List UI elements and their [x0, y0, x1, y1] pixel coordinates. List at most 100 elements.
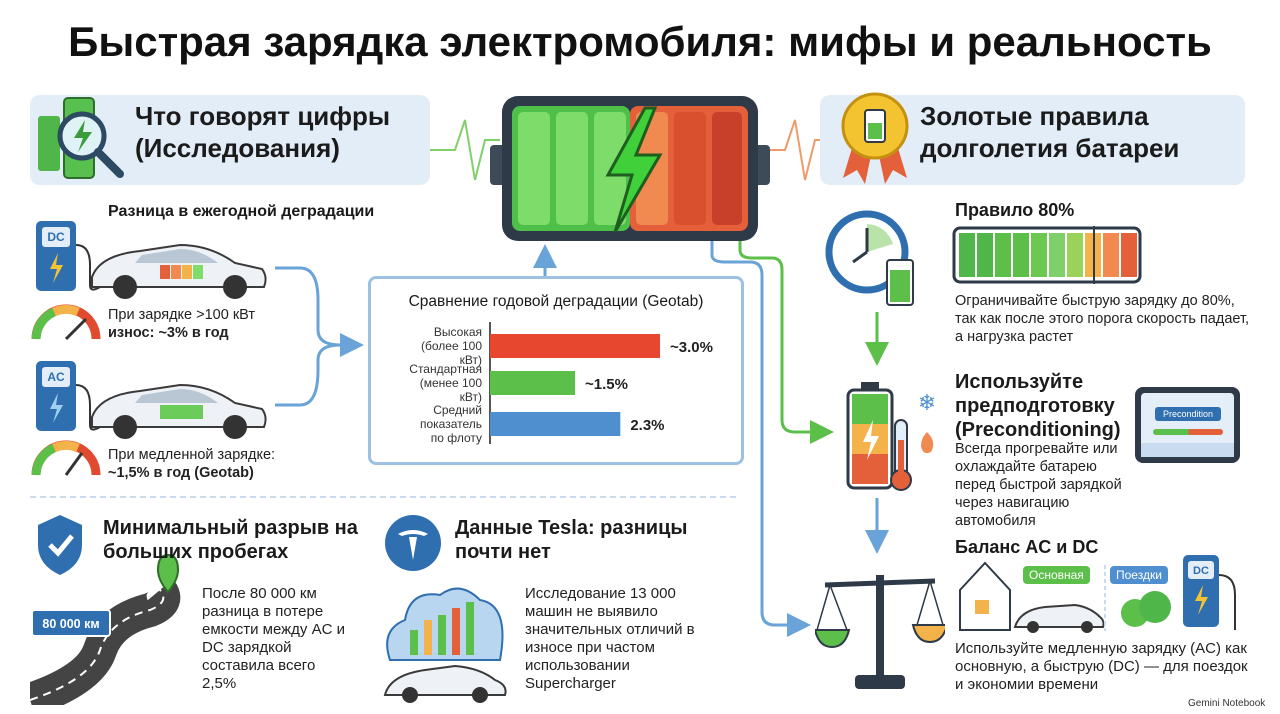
research-icon — [38, 97, 124, 179]
wheel — [472, 687, 488, 703]
cloud-bar — [438, 615, 446, 655]
category-label-line: по флоту — [431, 431, 482, 445]
battery-fill — [890, 270, 910, 302]
battery-segment — [1013, 233, 1029, 277]
battery-segment — [1031, 233, 1047, 277]
category-label-line: Высокая — [434, 325, 482, 339]
section-heading: Минимальный разрыв на больших пробегах — [103, 517, 358, 563]
car — [1013, 603, 1105, 628]
category-label-line: (более 100 — [421, 339, 482, 353]
section-heading: Что говорят цифры (Исследования) — [135, 101, 391, 163]
flame-icon — [921, 432, 934, 454]
scales-base — [855, 675, 905, 689]
rule-text: Ограничивайте быструю зарядку до 80%, та… — [955, 293, 1250, 345]
ac-illustration: AC — [31, 361, 267, 476]
needle — [64, 317, 88, 341]
tesla-logo — [398, 530, 428, 560]
category-label: Стандартная (менее 100 кВт) — [409, 362, 482, 404]
strong-text: износ: ~3% в год — [108, 325, 229, 341]
bar — [490, 371, 575, 395]
house-window — [975, 600, 989, 614]
charger-screen — [42, 367, 70, 387]
wheel — [113, 275, 137, 299]
lightning — [605, 106, 663, 233]
category-label-line: кВт) — [460, 390, 482, 404]
rule-text: Используйте медленную зарядку (AC) как о… — [955, 640, 1248, 693]
bar — [490, 412, 621, 436]
car-battery — [160, 405, 203, 419]
car-battery — [182, 265, 192, 279]
battery-segment — [1121, 233, 1137, 277]
mileage-illustration: 80 000 км — [30, 515, 181, 705]
chart: ~3.0%Высокая (более 100 кВт)~1.5%Стандартн… — [409, 322, 713, 445]
clock-sector — [867, 224, 893, 252]
thermometer-fill — [898, 440, 904, 478]
dc-text: При зарядке >100 кВт износ: ~3% в год — [108, 306, 255, 342]
category-label: Средний показатель по флоту — [420, 403, 482, 445]
battery-cell — [556, 112, 588, 225]
screen-dock — [1141, 443, 1234, 457]
clock-icon — [825, 210, 914, 306]
medal-battery-fill — [868, 123, 882, 139]
scales-pan — [815, 629, 851, 649]
battery-cell — [712, 112, 742, 225]
battery-segment — [995, 233, 1011, 277]
icon-bolt — [74, 120, 92, 152]
cable — [75, 384, 101, 431]
charger-screen — [1188, 561, 1214, 579]
category-label-line: показатель — [420, 417, 482, 431]
footer: Gemini Notebook — [1188, 698, 1266, 709]
cloud-bar — [466, 602, 474, 655]
house — [959, 561, 1011, 631]
value-label: ~1.5% — [585, 376, 628, 393]
bolt — [50, 253, 63, 283]
gauge — [31, 307, 57, 340]
sign — [31, 609, 111, 637]
rule-title: Правило 80% — [955, 200, 1075, 220]
car-battery — [171, 265, 181, 279]
road — [30, 579, 181, 705]
section-heading: Данные Tesla: разницы почти нет — [455, 517, 688, 563]
title: Быстрая зарядка электромобиля: мифы и ре… — [68, 18, 1212, 65]
snow-icon: ❄ — [918, 390, 936, 415]
tesla-text: Исследование 13 000 машин не выявило зна… — [525, 585, 695, 692]
central-battery — [490, 96, 770, 241]
bolt — [1195, 585, 1208, 615]
sign-text: 80 000 км — [42, 617, 99, 631]
badge: DC — [47, 230, 65, 244]
scales-beam — [824, 578, 936, 588]
needle — [64, 452, 84, 476]
battery-cell — [674, 112, 706, 225]
battery-segment — [1049, 233, 1065, 277]
car-battery — [193, 265, 203, 279]
bolt — [50, 393, 63, 423]
shield — [38, 515, 82, 575]
value-label: ~3.0% — [670, 339, 713, 356]
category-label-line: Стандартная — [409, 362, 482, 376]
car-battery — [160, 265, 170, 279]
wheel — [223, 275, 247, 299]
category-label-line: кВт) — [460, 353, 482, 367]
category-label-line: Средний — [433, 403, 482, 417]
gauge — [31, 443, 57, 476]
wheel — [1027, 621, 1039, 633]
section-heading: Золотые правила долголетия батареи — [920, 101, 1180, 163]
screen-button — [1155, 407, 1221, 421]
text: При медленной зарядке: — [108, 447, 276, 463]
battery-segments — [959, 233, 1137, 277]
connector-lines — [275, 240, 889, 637]
cable — [75, 244, 101, 291]
subheading: Разница в ежегодной деградации — [108, 203, 375, 220]
rule-text: Всегда прогревайте или охлаждайте батаре… — [955, 441, 1122, 529]
wheel — [113, 415, 137, 439]
ac-text: При медленной зарядке: ~1,5% в год (Geota… — [108, 446, 275, 482]
rule-title: Используйте предподготовку (Precondition… — [955, 371, 1121, 441]
wheel — [1081, 621, 1093, 633]
rule-title: Баланс AC и DC — [955, 537, 1099, 557]
strong-text: ~1,5% в год (Geotab) — [108, 465, 254, 481]
category-label-line: (менее 100 — [420, 376, 483, 390]
cable — [1218, 574, 1236, 630]
battery-segment — [1067, 233, 1083, 277]
icon-handle — [94, 148, 124, 178]
